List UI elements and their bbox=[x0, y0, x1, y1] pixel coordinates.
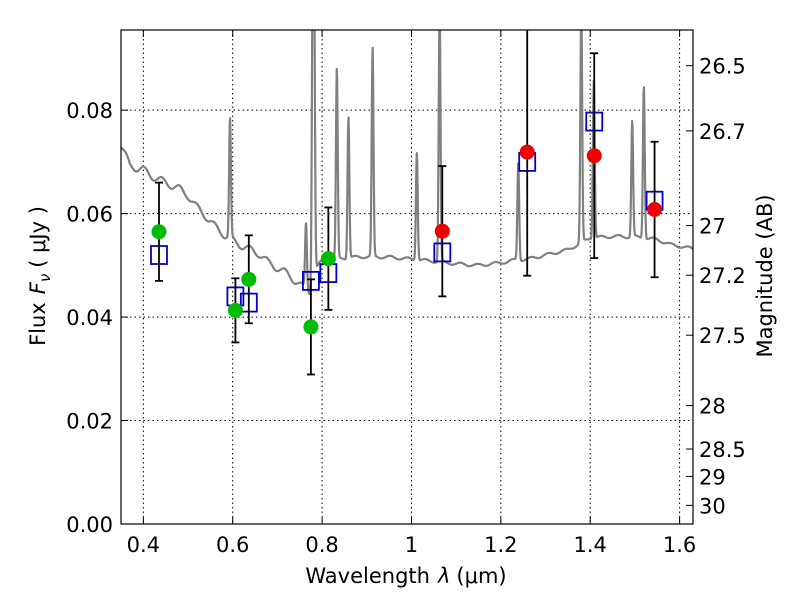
y-tick-label: 0.08 bbox=[66, 99, 113, 123]
right-tick-label: 26.7 bbox=[699, 120, 746, 144]
right-tick-label: 27 bbox=[699, 215, 726, 239]
optical-point bbox=[303, 319, 319, 335]
nir-point bbox=[586, 148, 602, 164]
right-tick-label: 28.5 bbox=[699, 438, 746, 462]
y-axis-ticks: 0.00 0.02 0.04 0.06 0.08 bbox=[66, 99, 128, 537]
right-tick-label: 27.5 bbox=[699, 324, 746, 348]
y-axis-label: FluxFν( μJy ) bbox=[26, 206, 54, 346]
x-tick-label: 0.4 bbox=[127, 533, 160, 557]
x-tick-label: 1.2 bbox=[484, 533, 517, 557]
x-tick-label: 0.8 bbox=[305, 533, 338, 557]
y-tick-label: 0.06 bbox=[66, 203, 113, 227]
sed-model-curve bbox=[121, 30, 693, 296]
nir-point bbox=[519, 144, 535, 160]
y-tick-label: 0.02 bbox=[66, 410, 113, 434]
optical-point bbox=[151, 224, 167, 240]
y-tick-label: 0.00 bbox=[66, 513, 113, 537]
right-tick-label: 29 bbox=[699, 465, 726, 489]
right-tick-label: 28 bbox=[699, 395, 726, 419]
x-tick-label: 1.4 bbox=[574, 533, 607, 557]
plot-frame bbox=[120, 29, 694, 525]
optical-point bbox=[241, 271, 257, 287]
nir-point bbox=[434, 223, 450, 239]
x-tick-label: 0.6 bbox=[216, 533, 249, 557]
plot-background bbox=[121, 30, 693, 524]
y-tick-label: 0.04 bbox=[66, 306, 113, 330]
optical-point bbox=[227, 302, 243, 318]
right-tick-label: 26.5 bbox=[699, 55, 746, 79]
optical-point bbox=[320, 251, 336, 267]
right-tick-label: 27.2 bbox=[699, 264, 746, 288]
right-axis-label: Magnitude (AB) bbox=[753, 194, 777, 357]
x-tick-label: 1 bbox=[405, 533, 418, 557]
right-axis-ticks: 26.5 26.7 27 27.2 27.5 28 28.5 29 30 bbox=[686, 55, 746, 518]
x-axis-ticks: 0.4 0.6 0.8 1 1.2 1.4 1.6 bbox=[127, 30, 696, 557]
right-tick-label: 30 bbox=[699, 494, 726, 518]
x-tick-label: 1.6 bbox=[663, 533, 696, 557]
nir-point bbox=[647, 201, 663, 217]
observed-points-group bbox=[151, 144, 663, 335]
x-axis-label: Wavelength λ (μm) bbox=[305, 564, 506, 588]
